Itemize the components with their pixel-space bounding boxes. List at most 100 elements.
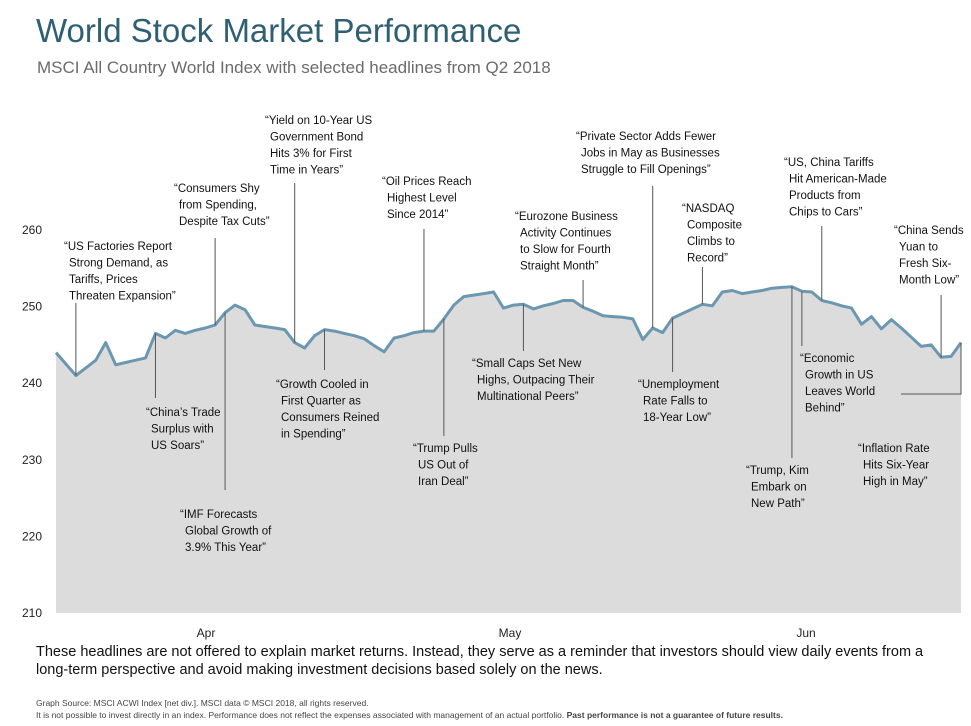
headline-line: “Trump, Kim <box>746 465 809 477</box>
headline-line: Jobs in May as Businesses <box>581 148 720 160</box>
headline-line: Activity Continues <box>520 228 612 240</box>
series-line <box>54 285 963 377</box>
headline-line: 18-Year Low” <box>643 412 711 424</box>
graph-source: Graph Source: MSCI ACWI Index [net div.]… <box>36 698 369 708</box>
headline-line: Hit American-Made <box>789 174 887 186</box>
headline-annotation: “Inflation Rate Hits Six-Year High in May” <box>858 443 930 488</box>
y-tick-label: 240 <box>22 376 42 390</box>
y-tick-label: 220 <box>22 529 42 543</box>
headline-annotation: “Private Sector Adds Fewer Jobs in May as… <box>576 131 720 176</box>
headline-line: 3.9% This Year” <box>185 542 266 554</box>
headline-line: Chips to Cars” <box>789 207 863 219</box>
headline-annotation: “Oil Prices Reach Highest Level Since 2014… <box>382 176 471 221</box>
performance-disclaimer: It is not possible to invest directly in… <box>36 710 783 720</box>
y-tick-label: 260 <box>22 223 42 237</box>
headline-line: Growth in US <box>805 370 874 382</box>
x-tick-label: Jun <box>796 626 815 640</box>
headline-line: First Quarter as <box>281 396 361 408</box>
headline-line: Strong Demand, as <box>69 258 168 270</box>
chart-subtitle: MSCI All Country World Index with select… <box>37 58 551 77</box>
headline-line: Government Bond <box>270 132 363 144</box>
headline-line: Iran Deal” <box>418 476 469 488</box>
headline-line: Straight Month” <box>520 261 599 273</box>
disclaimer-text: It is not possible to invest directly in… <box>36 710 565 720</box>
headline-line: Leaves World <box>805 386 875 398</box>
headline-line: Threaten Expansion” <box>69 291 176 303</box>
headline-line: New Path” <box>751 498 805 510</box>
headline-annotation: “NASDAQ Composite Climbs to Record” <box>682 203 742 265</box>
headline-line: “US Factories Report <box>64 241 173 253</box>
headline-line: Highest Level <box>387 193 457 205</box>
headline-annotation: “Trump, Kim Embark on New Path” <box>746 465 809 510</box>
headline-line: “IMF Forecasts <box>180 509 258 521</box>
headline-line: Fresh Six- <box>899 258 952 270</box>
headline-line: Global Growth of <box>185 526 272 538</box>
series-area <box>56 286 961 613</box>
headline-line: Climbs to <box>687 236 735 248</box>
headline-line: “US, China Tariffs <box>784 157 874 169</box>
headline-annotation: “China’s Trade Surplus with US Soars” <box>146 407 221 452</box>
headline-line: “Oil Prices Reach <box>382 176 471 188</box>
headline-line: Highs, Outpacing Their <box>477 375 595 387</box>
headline-annotation: “Consumers Shy from Spending, Despite Tax … <box>174 183 270 228</box>
x-tick-label: May <box>499 626 522 640</box>
headline-line: Record” <box>687 253 728 265</box>
disclaimer-note: These headlines are not offered to expla… <box>36 644 924 678</box>
headline-line: “Inflation Rate <box>858 443 930 455</box>
headline-annotation: “US, China Tariffs Hit American-Made Produ… <box>784 157 887 219</box>
headline-line: US Out of <box>418 460 469 472</box>
headline-line: Hits 3% for First <box>270 148 353 160</box>
headline-annotation: “China Sends Yuan to Fresh Six- Month Low” <box>894 225 964 287</box>
y-axis: 210 220 230 240 250 260 <box>22 223 42 620</box>
area-layer <box>54 285 963 613</box>
headline-line: “Consumers Shy <box>174 183 260 195</box>
headline-annotation: “US Factories Report Strong Demand, as Tar… <box>64 241 176 303</box>
headline-line: Tariffs, Prices <box>69 274 138 286</box>
headline-line: High in May” <box>863 476 928 488</box>
headline-line: “Eurozone Business <box>515 211 618 223</box>
headline-line: from Spending, <box>179 200 257 212</box>
annotation-layer: “US Factories Report Strong Demand, as Tar… <box>64 115 964 554</box>
headline-line: “Yield on 10-Year US <box>265 115 373 127</box>
headline-line: Multinational Peers” <box>477 391 579 403</box>
headline-line: Composite <box>687 220 742 232</box>
headline-line: Since 2014” <box>387 209 449 221</box>
y-tick-label: 230 <box>22 453 42 467</box>
headline-line: US Soars” <box>151 440 204 452</box>
headline-annotation: “Economic Growth in US Leaves World Behind” <box>800 353 875 415</box>
headline-line: Despite Tax Cuts” <box>179 216 270 228</box>
headline-line: “China’s Trade <box>146 407 221 419</box>
headline-line: Products from <box>789 190 861 202</box>
headline-line: Struggle to Fill Openings” <box>581 164 711 176</box>
headline-line: in Spending” <box>281 429 346 441</box>
headline-line: “Small Caps Set New <box>472 358 582 370</box>
x-tick-label: Apr <box>197 626 216 640</box>
headline-line: “NASDAQ <box>682 203 734 215</box>
headline-line: “Growth Cooled in <box>276 379 369 391</box>
headline-line: “China Sends <box>894 225 964 237</box>
headline-line: Month Low” <box>899 275 959 287</box>
headline-annotation: “Eurozone Business Activity Continues to S… <box>515 211 618 273</box>
headline-line: Surplus with <box>151 424 214 436</box>
headline-annotation: “IMF Forecasts Global Growth of 3.9% This … <box>180 509 272 554</box>
chart-title: World Stock Market Performance <box>36 12 522 49</box>
disclaimer-bold: Past performance is not a guarantee of f… <box>566 710 783 720</box>
headline-annotation: “Growth Cooled in First Quarter as Consume… <box>276 379 379 441</box>
headline-annotation: “Yield on 10-Year US Government Bond Hits … <box>265 115 373 177</box>
headline-line: Embark on <box>751 482 807 494</box>
headline-annotation: “Trump Pulls US Out of Iran Deal” <box>413 443 478 488</box>
headline-line: Time in Years” <box>270 165 343 177</box>
headline-annotation: “Unemployment Rate Falls to 18-Year Low” <box>638 379 720 424</box>
headline-line: to Slow for Fourth <box>520 244 611 256</box>
headline-line: Consumers Reined <box>281 412 379 424</box>
headline-annotation: “Small Caps Set New Highs, Outpacing Thei… <box>472 358 595 403</box>
headline-line: Rate Falls to <box>643 396 708 408</box>
headline-line: “Private Sector Adds Fewer <box>576 131 716 143</box>
leader-line <box>901 342 962 395</box>
y-tick-label: 210 <box>22 606 42 620</box>
headline-line: Yuan to <box>899 242 938 254</box>
headline-line: “Trump Pulls <box>413 443 478 455</box>
y-tick-label: 250 <box>22 300 42 314</box>
headline-line: Behind” <box>805 403 845 415</box>
